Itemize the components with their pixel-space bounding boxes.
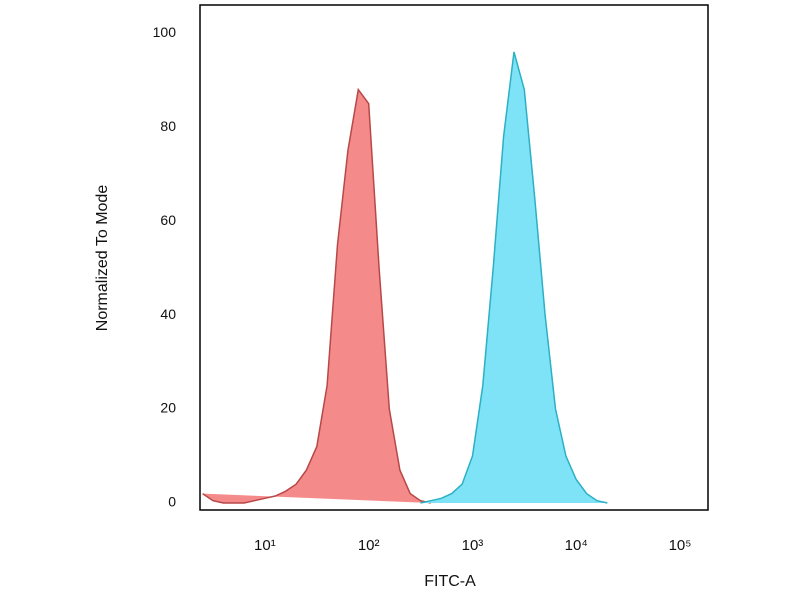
y-tick-label: 100 bbox=[153, 24, 177, 40]
y-tick-label: 80 bbox=[160, 118, 176, 134]
y-tick-label: 0 bbox=[168, 494, 176, 510]
x-tick-label: 10⁵ bbox=[669, 537, 692, 554]
y-axis-label: Normalized To Mode bbox=[94, 185, 111, 332]
histogram-area bbox=[202, 87, 432, 504]
x-tick-label: 10⁴ bbox=[565, 537, 588, 554]
x-axis-label: FITC-A bbox=[424, 573, 476, 590]
y-tick-label: 40 bbox=[160, 306, 176, 322]
y-tick-label: 20 bbox=[160, 400, 176, 416]
y-tick-label: 60 bbox=[160, 212, 176, 228]
histogram-area bbox=[420, 51, 608, 504]
plot-frame bbox=[199, 4, 709, 511]
x-tick-label: 10¹ bbox=[254, 537, 276, 554]
x-tick-label: 10³ bbox=[462, 537, 484, 554]
x-tick-label: 10² bbox=[358, 537, 380, 554]
